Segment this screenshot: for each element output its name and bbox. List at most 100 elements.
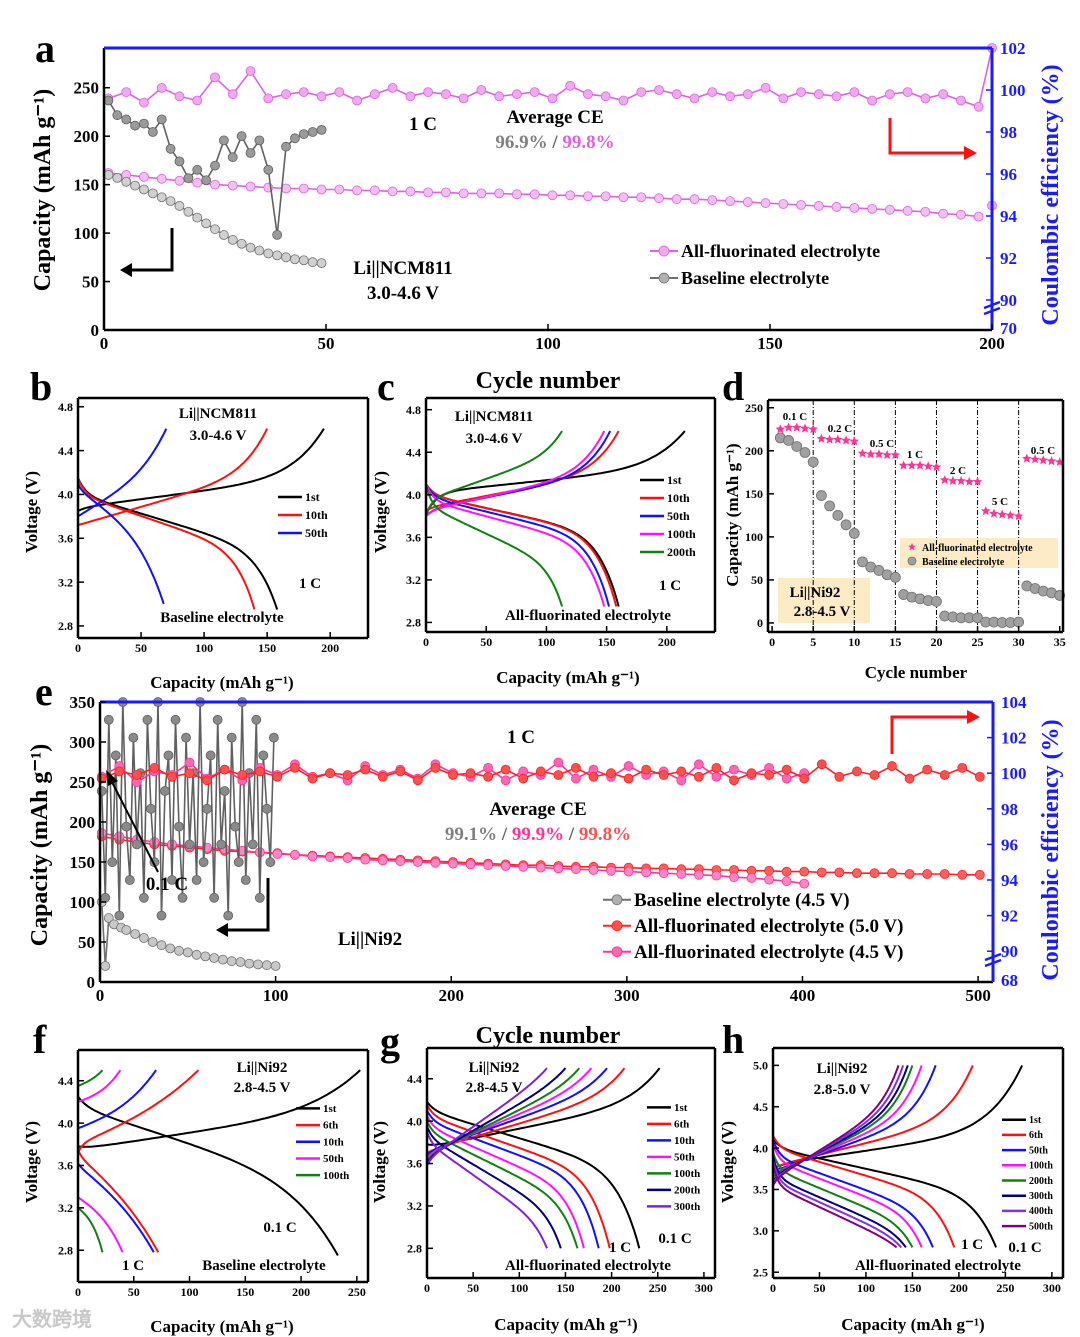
plot-area — [77, 1069, 361, 1257]
data-point — [209, 892, 220, 903]
legend-label: 50th — [323, 1153, 344, 1165]
data-point — [997, 509, 1007, 519]
ce-value: / — [497, 824, 512, 845]
y-tick-label: 4.4 — [58, 1074, 73, 1088]
data-point — [184, 757, 195, 768]
data-point — [851, 766, 862, 777]
legend-item: 6th — [296, 1120, 338, 1132]
legend-item: Baseline electrolyte — [650, 268, 829, 288]
data-point — [939, 869, 950, 879]
y-tick-label: 4.0 — [58, 1116, 73, 1130]
data-point — [174, 945, 184, 956]
data-point — [210, 179, 220, 190]
data-point — [957, 869, 968, 880]
data-point — [764, 770, 774, 780]
data-point — [711, 870, 722, 881]
ce-axis-arrow-a-shaft — [888, 118, 965, 155]
data-point — [112, 172, 123, 183]
ce-axis-arrow-e-shaft — [890, 715, 968, 754]
data-point — [494, 91, 505, 102]
data-point — [813, 201, 824, 211]
discharge-curve — [77, 1196, 124, 1253]
data-point — [483, 860, 494, 871]
data-point — [254, 892, 265, 903]
data-point — [764, 874, 774, 885]
data-point — [512, 189, 522, 200]
y-tick-label: 4.4 — [58, 444, 73, 458]
series-6th — [77, 1069, 200, 1253]
y-tick-label: 4.4 — [406, 445, 421, 459]
x-tick-label: 0 — [770, 1281, 776, 1295]
series-baseline-electrolyte-4-5-v-capacity — [96, 897, 281, 971]
data-point — [258, 750, 269, 761]
data-point — [571, 864, 581, 875]
data-point — [547, 190, 558, 201]
data-point — [964, 476, 975, 486]
x-tick-label: 150 — [903, 1281, 921, 1295]
legend-marker — [611, 894, 623, 906]
data-point — [725, 196, 735, 207]
legend-item: 100th — [296, 1170, 349, 1182]
data-point — [201, 175, 212, 186]
data-point — [240, 875, 251, 885]
data-point — [476, 188, 487, 199]
ce-value: 99.8% — [579, 824, 631, 845]
legend-item: 10th — [647, 1135, 695, 1147]
y2-tick-label: 104 — [1001, 693, 1027, 712]
data-point — [130, 180, 140, 191]
annotation-label: 5 C — [992, 496, 1008, 508]
data-point — [458, 93, 469, 104]
legend-label: All-fluorinated electrolyte — [681, 241, 880, 261]
data-point — [235, 957, 246, 967]
data-point — [325, 768, 335, 779]
data-point — [938, 89, 949, 100]
x-tick-label: 0 — [96, 986, 105, 1005]
data-point — [263, 248, 274, 259]
data-point — [922, 764, 933, 775]
data-point — [866, 449, 876, 459]
data-point — [689, 93, 700, 104]
data-point — [167, 875, 177, 885]
data-point — [588, 865, 599, 875]
legend-label: 50th — [1029, 1145, 1048, 1156]
series-line — [101, 701, 275, 916]
watermark: 大数跨境 — [12, 1307, 92, 1331]
series-50th — [77, 1069, 124, 1253]
data-point — [130, 120, 140, 131]
x-tick-label: 150 — [258, 641, 276, 655]
y-tick-label: 5.0 — [753, 1059, 768, 1073]
data-point — [316, 184, 327, 195]
y-tick-label: 2.8 — [58, 1243, 73, 1257]
y-axis-label: Voltage (V) — [371, 471, 390, 553]
y-tick-label: 3.6 — [58, 1159, 73, 1173]
data-point — [500, 861, 511, 871]
data-point — [972, 476, 983, 486]
legend-label: 1st — [305, 490, 320, 504]
data-point — [237, 770, 248, 780]
data-point — [139, 892, 149, 903]
x-tick-label: 100 — [857, 1281, 875, 1295]
data-point — [254, 135, 265, 146]
legend-item: Baseline electrolyte — [907, 556, 1005, 568]
annotation-label: All-fluorinated electrolyte — [505, 1258, 671, 1274]
y-tick-label: 3.6 — [58, 531, 73, 545]
y-tick-label: 3.6 — [407, 1157, 422, 1171]
data-point — [423, 187, 434, 198]
plot-area — [774, 422, 1066, 628]
data-point — [832, 509, 844, 521]
x-tick-label: 150 — [757, 334, 783, 353]
series-1st — [77, 1069, 361, 1257]
y-tick-label: 4.0 — [753, 1141, 768, 1155]
data-point — [606, 768, 616, 779]
capacity-axis-arrow-a-shaft — [130, 228, 174, 272]
y-tick-label: 100 — [70, 893, 96, 912]
first-cycle-pointer-arrow — [106, 770, 159, 873]
discharge-curve — [77, 1149, 160, 1253]
y-tick-label: 250 — [745, 401, 763, 415]
data-point — [307, 851, 318, 862]
data-point — [600, 191, 611, 202]
data-point — [956, 209, 966, 220]
legend-item: 100th — [640, 527, 696, 541]
data-point — [218, 230, 229, 240]
